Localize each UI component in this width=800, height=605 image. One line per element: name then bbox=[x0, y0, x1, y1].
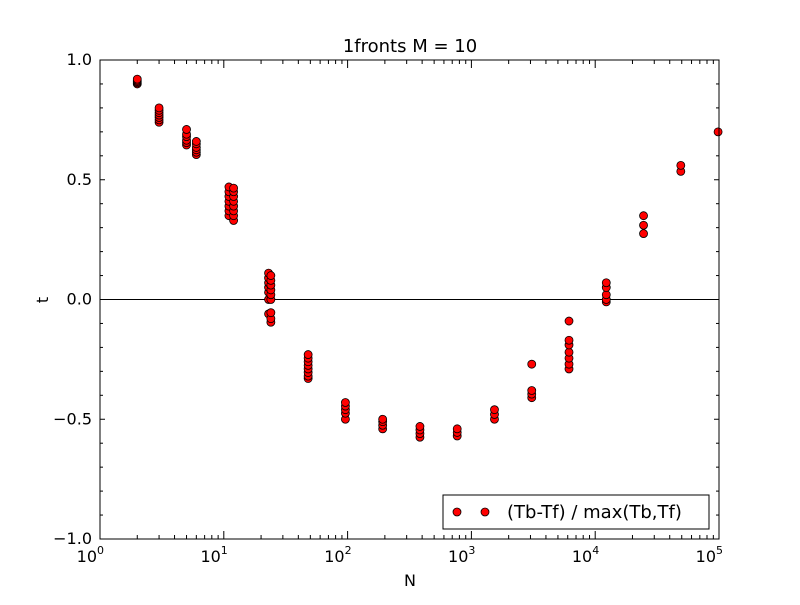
x-tick-label-exponent: 5 bbox=[716, 544, 723, 557]
y-tick-label: −1.0 bbox=[53, 529, 92, 548]
data-point bbox=[714, 128, 722, 136]
data-point bbox=[602, 279, 610, 287]
x-tick-label-exponent: 2 bbox=[345, 544, 352, 557]
legend-label: (Tb-Tf) / max(Tb,Tf) bbox=[507, 502, 682, 523]
data-point bbox=[133, 75, 141, 83]
data-point bbox=[230, 184, 238, 192]
x-tick-label-base: 10 bbox=[324, 547, 344, 566]
data-point bbox=[528, 360, 536, 368]
data-point bbox=[453, 425, 461, 433]
x-tick-label-base: 10 bbox=[696, 547, 716, 566]
data-point bbox=[490, 406, 498, 414]
x-tick-label-base: 10 bbox=[200, 547, 220, 566]
legend-marker bbox=[453, 508, 461, 516]
data-point bbox=[341, 398, 349, 406]
y-tick-label: 0.5 bbox=[67, 170, 92, 189]
data-point bbox=[565, 317, 573, 325]
x-tick-label-exponent: 4 bbox=[592, 544, 599, 557]
x-tick-label-exponent: 1 bbox=[221, 544, 228, 557]
x-tick-label-base: 10 bbox=[448, 547, 468, 566]
data-point bbox=[183, 125, 191, 133]
data-point bbox=[192, 137, 200, 145]
data-point bbox=[416, 422, 424, 430]
legend: (Tb-Tf) / max(Tb,Tf) bbox=[443, 495, 709, 529]
y-tick-label: 0.0 bbox=[67, 290, 92, 309]
y-tick-label: 1.0 bbox=[67, 50, 92, 69]
x-tick-label: 102 bbox=[324, 544, 351, 566]
x-axis-label: N bbox=[404, 571, 416, 590]
data-point bbox=[565, 336, 573, 344]
x-tick-label: 104 bbox=[572, 544, 599, 566]
legend-marker bbox=[481, 508, 489, 516]
data-point bbox=[304, 351, 312, 359]
data-point bbox=[640, 221, 648, 229]
data-point bbox=[267, 272, 275, 280]
data-point bbox=[528, 387, 536, 395]
x-tick-label-base: 10 bbox=[77, 547, 97, 566]
y-axis-label: t bbox=[33, 297, 52, 303]
x-tick-label-exponent: 0 bbox=[97, 544, 104, 557]
data-point bbox=[640, 212, 648, 220]
x-tick-label-exponent: 3 bbox=[468, 544, 475, 557]
x-tick-label-base: 10 bbox=[572, 547, 592, 566]
data-point bbox=[155, 104, 163, 112]
data-point bbox=[640, 230, 648, 238]
x-tick-label: 100 bbox=[77, 544, 104, 566]
data-point bbox=[677, 161, 685, 169]
x-tick-label: 101 bbox=[200, 544, 227, 566]
chart-title: 1fronts M = 10 bbox=[343, 36, 477, 57]
x-tick-label: 105 bbox=[696, 544, 723, 566]
x-tick-label: 103 bbox=[448, 544, 475, 566]
y-tick-label: −0.5 bbox=[53, 409, 92, 428]
data-point bbox=[267, 309, 275, 317]
data-point bbox=[379, 415, 387, 423]
